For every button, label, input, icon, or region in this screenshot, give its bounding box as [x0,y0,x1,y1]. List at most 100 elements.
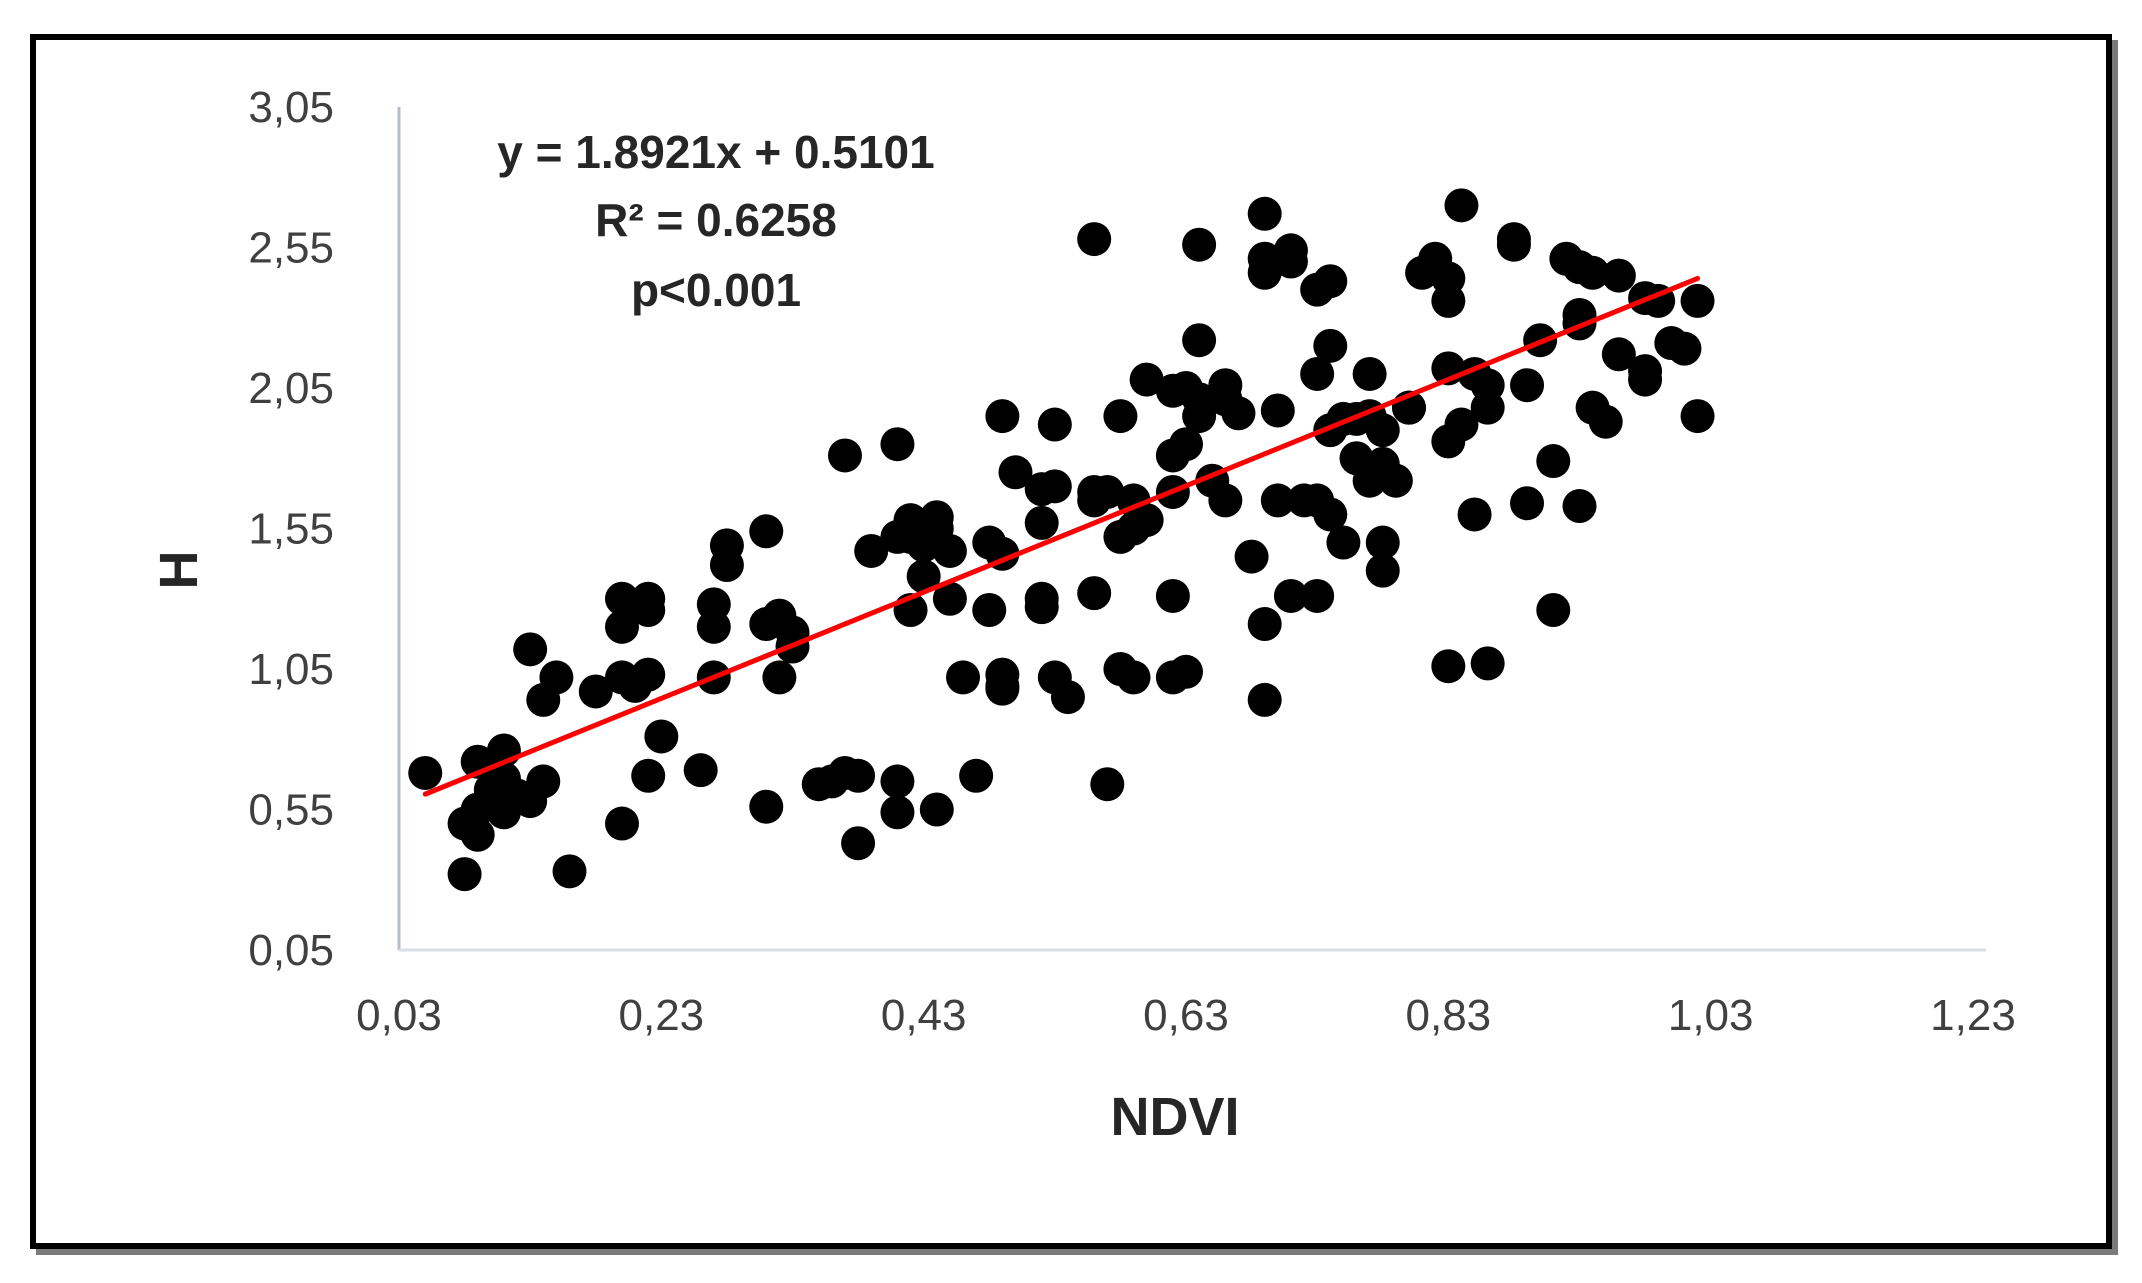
data-point [1273,578,1308,613]
data-point [880,795,915,830]
data-point [1601,258,1636,293]
data-point [1470,390,1505,425]
data-point [1313,264,1348,299]
data-point [1090,767,1125,802]
x-tick-label: 0,03 [356,991,442,1040]
data-point [827,438,862,473]
data-point [460,817,495,852]
data-point [1155,578,1190,613]
chart-frame: 0,05 0,55 1,05 1,55 2,05 2,55 3,05 0,03 0,23 0,4… [30,34,2112,1249]
data-point [1496,227,1531,262]
data-point [1182,227,1217,262]
data-point [604,806,639,841]
data-point [1378,463,1413,498]
data-point [1116,660,1151,695]
axes [397,107,1986,952]
data-point [1221,396,1256,431]
data-point [841,758,876,793]
x-tick-label: 1,03 [1668,991,1754,1040]
data-point [604,609,639,644]
data-point [762,660,797,695]
data-point [749,514,784,549]
data-point [1562,489,1597,524]
data-point [1260,393,1295,428]
y-tick-labels: 0,05 0,55 1,05 1,55 2,05 2,55 3,05 [248,83,334,975]
data-point [1365,413,1400,448]
data-point [1680,283,1715,318]
data-point [1182,323,1217,358]
x-tick-label: 0,23 [619,991,705,1040]
data-point [880,764,915,799]
data-point [985,399,1020,434]
scatter-chart: 0,05 0,55 1,05 1,55 2,05 2,55 3,05 0,03 0,23 0,4… [149,83,2016,1147]
data-point [1680,399,1715,434]
data-point [1431,649,1466,684]
data-point [1510,368,1545,403]
data-point [959,758,994,793]
data-point [932,581,967,616]
data-point [1247,196,1282,231]
data-point [1352,356,1387,391]
data-point [1313,328,1348,363]
data-point [906,559,941,594]
data-point [683,753,718,788]
y-tick-label: 0,55 [248,786,334,835]
data-point [1326,525,1361,560]
data-point [1234,539,1269,574]
x-tick-label: 0,43 [881,991,967,1040]
data-points [408,188,1715,892]
data-point [1247,607,1282,642]
data-point [932,533,967,568]
data-point [631,592,666,627]
y-tick-label: 2,05 [248,364,334,413]
data-point [946,660,981,695]
data-point [1300,356,1335,391]
data-point [1024,590,1059,625]
data-point [1444,188,1479,223]
data-point [1470,646,1505,681]
p-value-label: p<0.001 [631,264,801,316]
data-point [408,755,443,790]
x-tick-label: 1,23 [1930,991,2016,1040]
data-point [998,455,1033,490]
trendline-layer [422,275,1701,797]
data-point [1129,503,1164,538]
data-point [526,764,561,799]
data-point [1050,680,1085,715]
x-axis-title: NDVI [1110,1087,1239,1147]
data-point [749,789,784,824]
data-point [1208,483,1243,518]
data-point [1431,261,1466,296]
data-point [841,826,876,861]
data-point [985,668,1020,703]
data-point [1536,444,1571,479]
data-point [1077,576,1112,611]
data-point [1037,407,1072,442]
data-point [696,587,731,622]
data-point [1365,525,1400,560]
data-point [1103,399,1138,434]
data-point [1601,337,1636,372]
data-point [631,657,666,692]
data-point [1300,578,1335,613]
data-point [1444,407,1479,442]
data-point [1365,553,1400,588]
data-point [1457,497,1492,532]
data-point [1247,255,1282,290]
data-point [972,592,1007,627]
data-point [631,758,666,793]
x-tick-label: 0,63 [1143,991,1229,1040]
data-point [1313,497,1348,532]
y-tick-label: 2,55 [248,224,334,273]
data-point [1169,654,1203,689]
data-point [1575,255,1610,290]
r-squared-label: R² = 0.6258 [595,194,837,246]
y-axis-title: H [149,551,209,590]
equation-label: y = 1.8921x + 0.5101 [497,126,934,178]
data-point [539,660,574,695]
data-point [1090,474,1125,509]
data-point [1169,427,1203,462]
data-point [709,528,744,563]
y-tick-label: 1,05 [248,645,334,694]
data-point [854,533,889,568]
